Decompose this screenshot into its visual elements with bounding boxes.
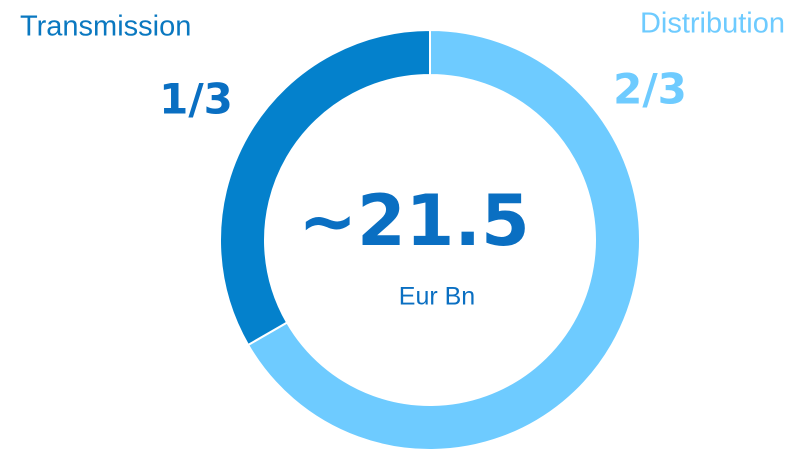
value-label: 2/3 [613, 65, 687, 114]
value-label: 1/3 [159, 75, 233, 124]
category-label: Distribution [640, 8, 785, 40]
donut-slice [246, 28, 641, 451]
donut-slice [219, 28, 431, 347]
category-label: Transmission [20, 11, 191, 43]
center-label: ~21.5 [298, 180, 529, 262]
center-sublabel: Eur Bn [399, 283, 475, 311]
